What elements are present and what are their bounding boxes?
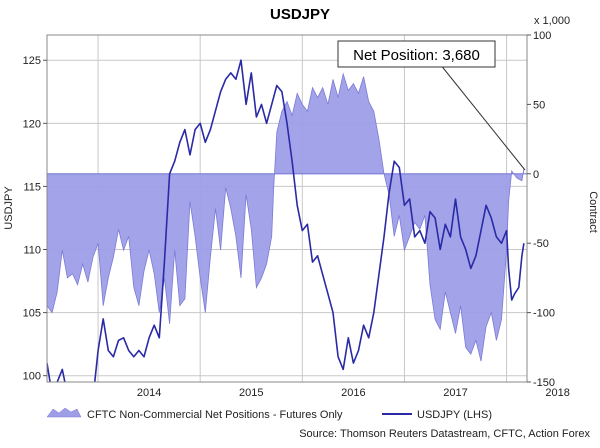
callout-box	[337, 40, 496, 68]
left-tick-label: 115	[23, 181, 41, 193]
x-tick-label: 2016	[341, 387, 365, 399]
usdjpy-line	[47, 59, 525, 382]
right-tick-label: 50	[533, 99, 545, 111]
right-axis-unit-note: x 1,000	[534, 15, 570, 27]
net-position-callout: Net Position: 3,680	[337, 40, 526, 171]
legend-swatch-positions	[46, 407, 82, 418]
left-axis-label: USDJPY	[3, 186, 15, 230]
chart-title: USDJPY	[270, 6, 330, 23]
x-tick-label: 2017	[443, 387, 467, 399]
x-axis-ticks: 2014 2015 2016 2017 2018	[137, 387, 570, 399]
right-tick-label: -100	[533, 308, 555, 320]
x-tick-label: 2014	[137, 387, 161, 399]
legend: CFTC Non-Commercial Net Positions - Futu…	[46, 407, 492, 421]
right-axis-ticks: -150 -100 -50 0 50 100	[527, 30, 555, 389]
x-tick-label: 2018	[545, 387, 569, 399]
callout-text: Net Position: 3,680	[353, 47, 480, 64]
net-positions-area	[47, 73, 524, 362]
right-tick-label: 0	[533, 169, 539, 181]
left-tick-label: 105	[23, 308, 41, 320]
left-tick-label: 100	[23, 371, 41, 383]
source-note: Source: Thomson Reuters Datastream, CFTC…	[299, 428, 590, 440]
plot-frame	[46, 34, 528, 383]
left-tick-label: 110	[23, 245, 41, 257]
left-tick-label: 120	[23, 118, 41, 130]
legend-label-usdjpy: USDJPY (LHS)	[417, 409, 492, 421]
callout-leader-line	[439, 63, 526, 171]
right-axis-label: Contract	[587, 191, 599, 233]
x-tick-label: 2015	[239, 387, 263, 399]
left-axis-ticks: 100 105 110 115 120 125	[23, 55, 47, 383]
left-tick-label: 125	[23, 55, 41, 67]
right-tick-label: -150	[533, 377, 555, 389]
right-tick-label: -50	[533, 238, 549, 250]
right-tick-label: 100	[533, 30, 551, 42]
usdjpy-line-layer	[47, 59, 525, 382]
legend-label-positions: CFTC Non-Commercial Net Positions - Futu…	[87, 409, 343, 421]
net-positions-edge	[46, 72, 525, 362]
net-positions-area-layer	[46, 72, 527, 362]
